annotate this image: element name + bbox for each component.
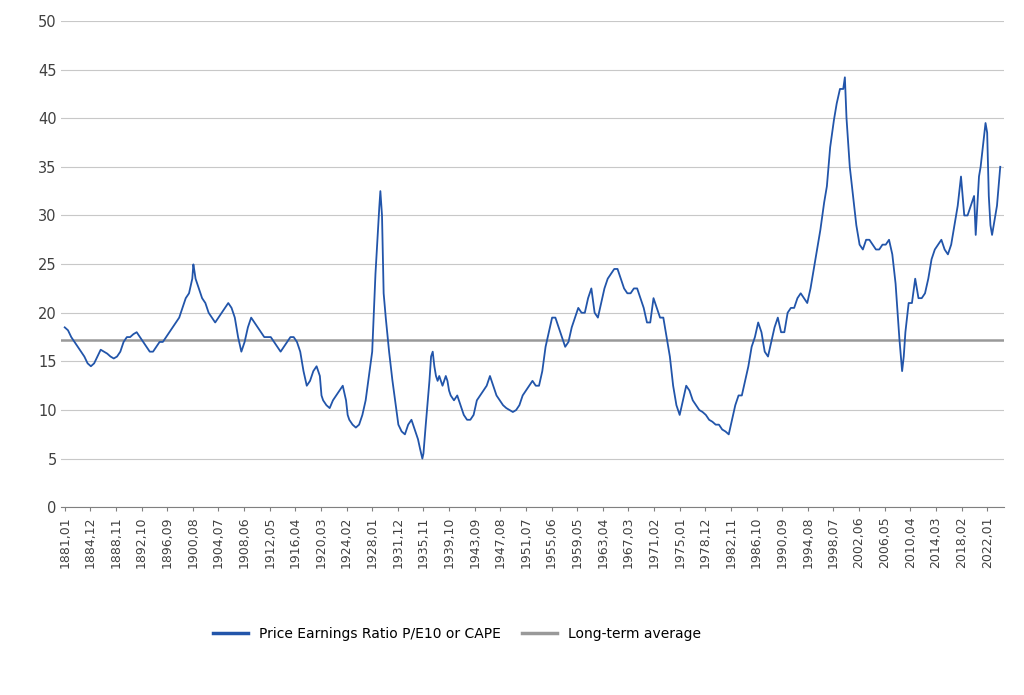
Legend: Price Earnings Ratio P/E10 or CAPE, Long-term average: Price Earnings Ratio P/E10 or CAPE, Long… <box>208 621 707 646</box>
